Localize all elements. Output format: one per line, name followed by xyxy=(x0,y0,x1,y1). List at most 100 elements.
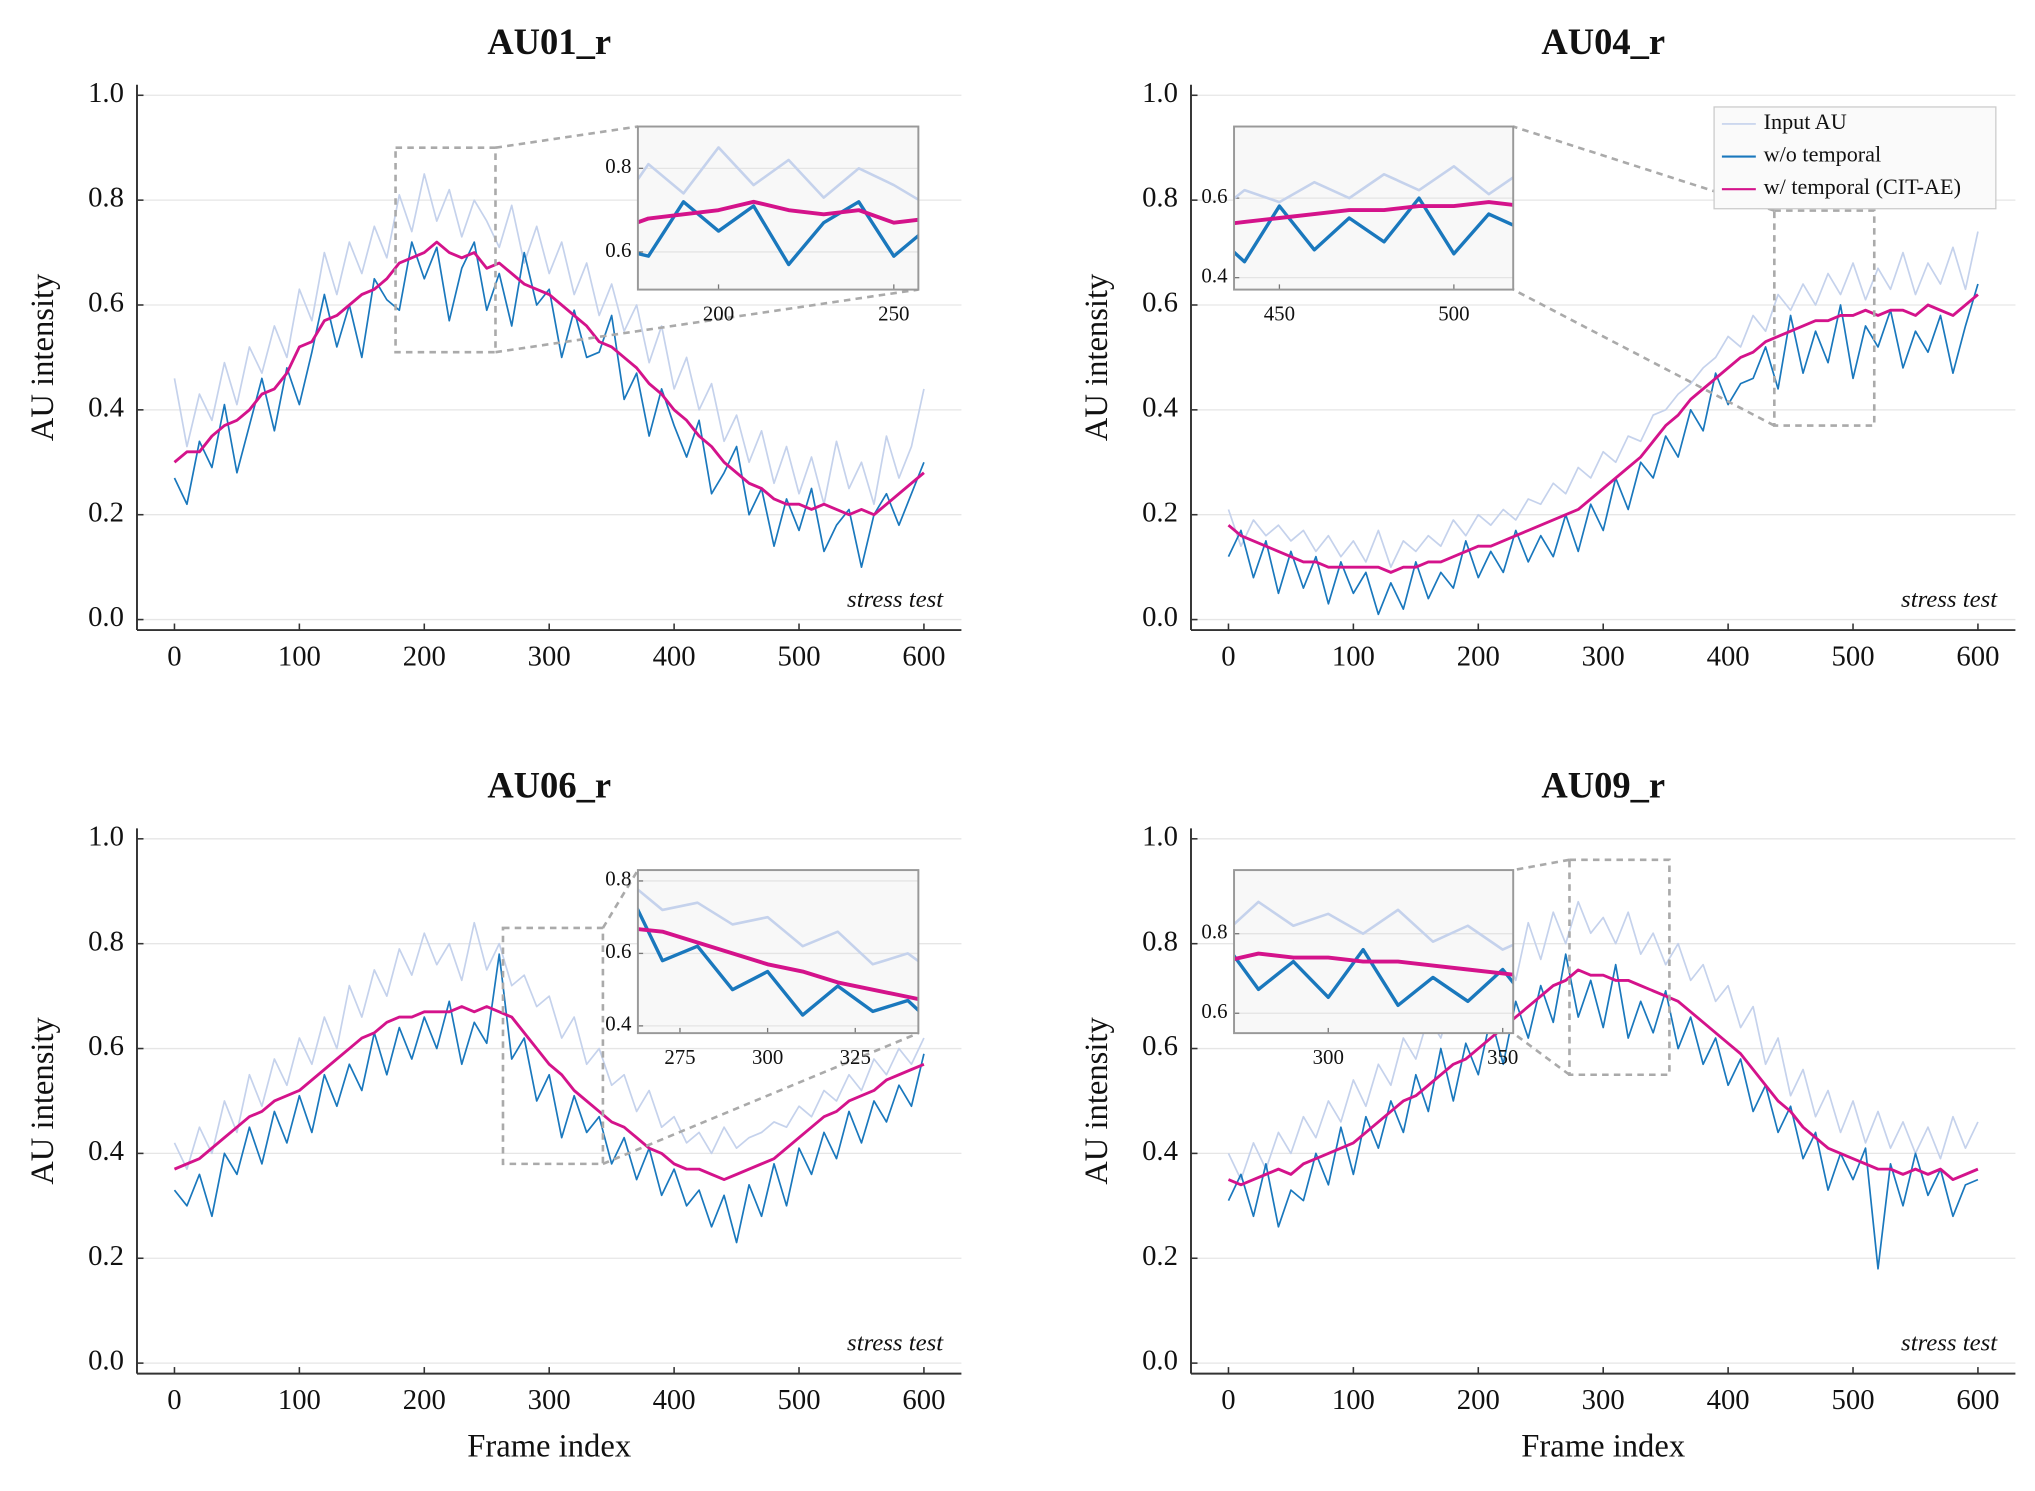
inset-y-tick-label: 0.8 xyxy=(1201,920,1227,944)
legend-box xyxy=(1713,106,1997,210)
y-axis-label: AU intensity xyxy=(25,1016,61,1184)
x-tick-label: 300 xyxy=(1582,640,1625,672)
y-axis-label: AU intensity xyxy=(1079,273,1115,441)
inset-x-tick-label: 275 xyxy=(664,1045,695,1069)
inset-x-tick-label: 325 xyxy=(840,1045,871,1069)
zoom-connector xyxy=(495,125,639,149)
y-tick-label: 0.4 xyxy=(88,391,124,423)
y-tick-label: 0.0 xyxy=(1142,601,1178,633)
inset-series-line xyxy=(1234,196,1514,264)
inset-background xyxy=(1234,870,1514,1034)
series-line xyxy=(1227,283,1979,616)
inset-y-tick-label: 0.4 xyxy=(605,1012,632,1036)
inset-series-line xyxy=(1234,947,1514,1007)
series-line xyxy=(1227,231,1979,568)
series-line xyxy=(173,953,925,1244)
series-line xyxy=(173,241,925,568)
inset-series-line xyxy=(637,887,919,966)
inset-x-tick-label: 250 xyxy=(878,301,909,325)
zoom-connector xyxy=(602,1031,919,1166)
y-tick-label: 0.4 xyxy=(1142,391,1178,423)
inset-series-line xyxy=(1234,951,1514,977)
series-line xyxy=(1227,900,1979,1181)
zoom-connector xyxy=(1512,125,1775,212)
zoom-connector xyxy=(495,288,919,354)
y-tick-label: 0.6 xyxy=(1142,1030,1178,1062)
x-tick-label: 0 xyxy=(1221,1384,1235,1416)
x-tick-label: 100 xyxy=(278,1384,321,1416)
x-tick-label: 500 xyxy=(1832,640,1875,672)
x-tick-label: 500 xyxy=(1832,1384,1875,1416)
inset-x-tick-label: 500 xyxy=(1438,301,1469,325)
x-tick-label: 100 xyxy=(1332,1384,1375,1416)
zoom-region xyxy=(394,146,497,354)
inset-series-line xyxy=(637,906,919,1017)
series-line xyxy=(1227,293,1979,574)
x-tick-label: 300 xyxy=(1582,1384,1625,1416)
inset-x-tick-label: 450 xyxy=(1264,301,1295,325)
zoom-region xyxy=(1773,209,1876,427)
x-tick-label: 600 xyxy=(902,1384,945,1416)
y-tick-label: 1.0 xyxy=(88,820,124,852)
y-tick-label: 0.0 xyxy=(88,1345,124,1377)
inset-x-tick-label: 300 xyxy=(1313,1045,1344,1069)
series-line xyxy=(1227,968,1979,1187)
series-line xyxy=(1227,953,1979,1270)
inset-series-line xyxy=(637,199,919,225)
x-tick-label: 100 xyxy=(278,640,321,672)
inset-y-tick-label: 0.6 xyxy=(1201,184,1227,208)
inset-y-tick-label: 0.6 xyxy=(605,238,631,262)
y-tick-label: 0.6 xyxy=(1142,287,1178,319)
x-tick-label: 0 xyxy=(167,640,181,672)
inset-y-tick-label: 0.4 xyxy=(1201,263,1228,287)
y-tick-label: 0.4 xyxy=(1142,1135,1178,1167)
inset-series-line xyxy=(637,927,919,1002)
series-line xyxy=(173,240,925,517)
inset-y-tick-label: 0.6 xyxy=(1201,999,1227,1023)
y-tick-label: 0.8 xyxy=(1142,925,1178,957)
zoom-connector xyxy=(1512,1032,1571,1076)
annotation: stress test xyxy=(1901,586,1998,613)
series-line xyxy=(173,921,925,1170)
y-tick-label: 1.0 xyxy=(88,77,124,109)
y-tick-label: 1.0 xyxy=(1142,77,1178,109)
x-tick-label: 400 xyxy=(653,640,696,672)
x-tick-label: 200 xyxy=(1457,1384,1500,1416)
y-tick-label: 0.2 xyxy=(88,496,124,528)
x-tick-label: 100 xyxy=(1332,640,1375,672)
chart-title: AU04_r xyxy=(1541,21,1665,62)
inset-x-tick-label: 300 xyxy=(752,1045,783,1069)
x-tick-label: 400 xyxy=(653,1384,696,1416)
x-tick-label: 200 xyxy=(1457,640,1500,672)
inset-frame xyxy=(636,869,920,1035)
legend-label: Input AU xyxy=(1764,109,1847,134)
inset-series-line xyxy=(1234,900,1514,951)
inset-series-line xyxy=(1234,165,1514,204)
inset-series-line xyxy=(637,200,919,267)
x-tick-label: 600 xyxy=(1956,1384,1999,1416)
legend-label: w/o temporal xyxy=(1764,142,1882,167)
zoom-connector xyxy=(1512,288,1775,427)
zoom-region xyxy=(501,926,605,1166)
annotation: stress test xyxy=(1901,1330,1998,1357)
inset-x-tick-label: 350 xyxy=(1487,1045,1518,1069)
chart-title: AU06_r xyxy=(487,765,611,806)
inset-background xyxy=(1234,126,1514,290)
inset-frame xyxy=(1233,869,1515,1035)
y-tick-label: 0.2 xyxy=(88,1240,124,1272)
annotation: stress test xyxy=(847,1330,944,1357)
y-tick-label: 0.8 xyxy=(88,925,124,957)
zoom-connector xyxy=(1512,858,1570,872)
inset-series-line xyxy=(1234,200,1514,226)
x-tick-label: 400 xyxy=(1707,1384,1750,1416)
y-tick-label: 0.8 xyxy=(1142,182,1178,214)
inset-y-tick-label: 0.8 xyxy=(605,154,631,178)
inset-x-tick-label: 200 xyxy=(703,301,734,325)
series-line xyxy=(173,173,925,506)
x-tick-label: 0 xyxy=(1221,640,1235,672)
series-line xyxy=(173,1005,925,1182)
y-tick-label: 0.6 xyxy=(88,287,124,319)
inset-y-tick-label: 0.6 xyxy=(605,939,631,963)
y-tick-label: 0.2 xyxy=(1142,1240,1178,1272)
x-tick-label: 500 xyxy=(778,1384,821,1416)
